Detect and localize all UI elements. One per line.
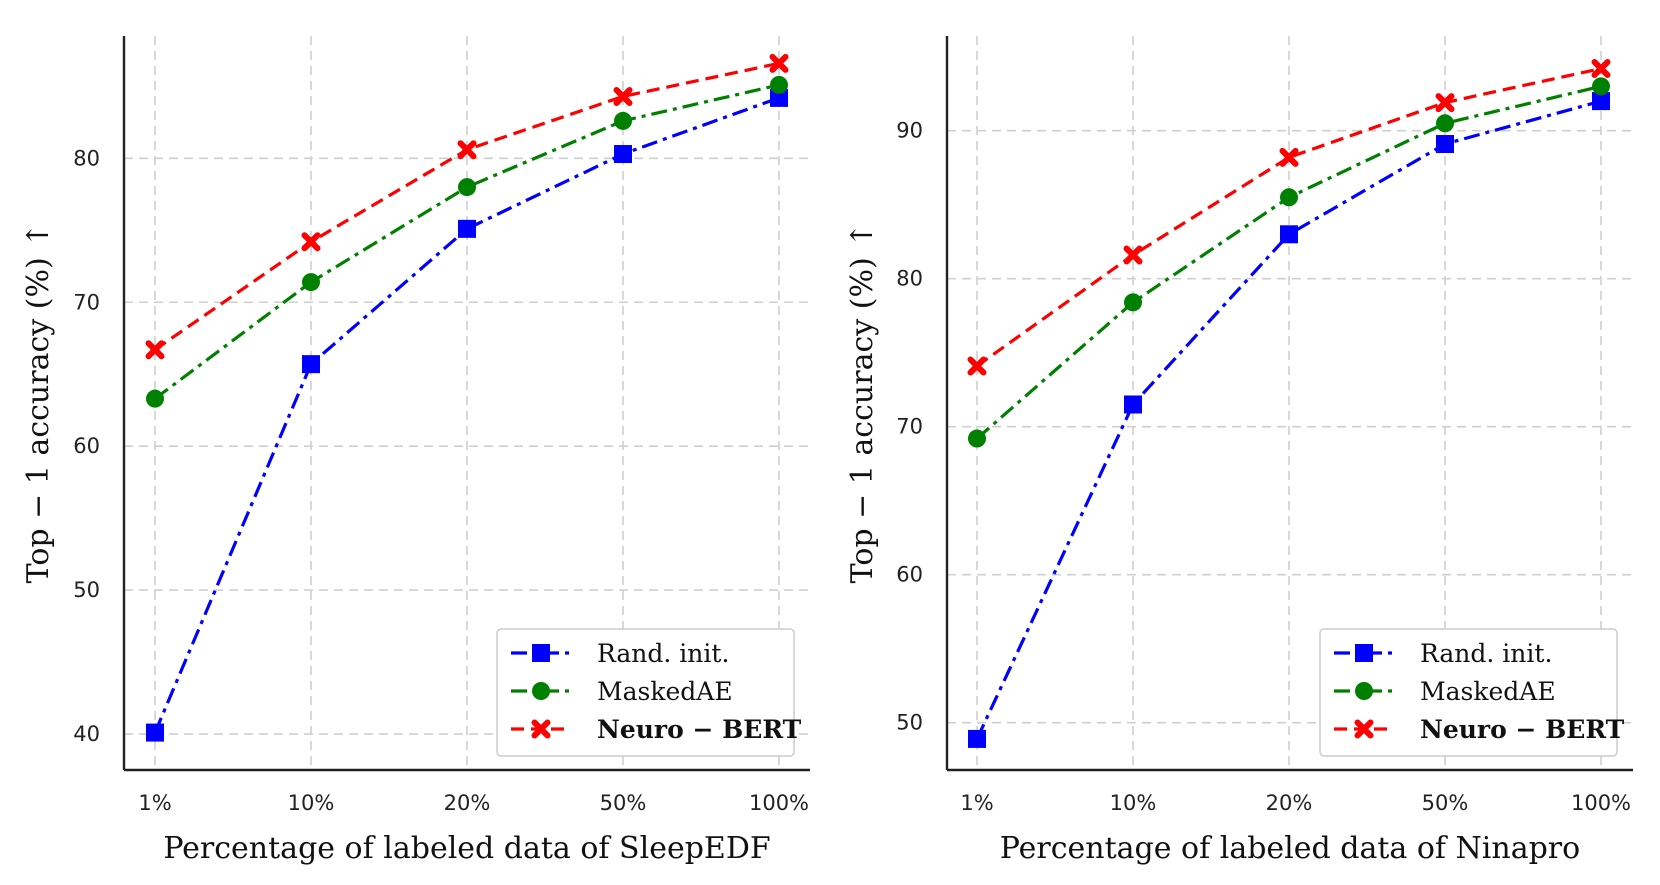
legend-box: [496, 628, 795, 757]
x-tick-label: 100%: [749, 791, 809, 815]
data-point: [770, 88, 788, 107]
data-point: [613, 86, 633, 106]
y-tick-label: 70: [896, 415, 923, 439]
data-point: [967, 356, 987, 376]
data-point: [614, 111, 632, 130]
x-tick-label: 20%: [1266, 791, 1313, 815]
data-point: [1123, 245, 1143, 265]
data-point: [1435, 93, 1455, 113]
data-point: [301, 232, 321, 252]
y-tick-label: 60: [896, 563, 923, 587]
legend-entry-label: MaskedAE: [1420, 677, 1556, 706]
data-point: [1124, 293, 1142, 312]
data-point: [769, 53, 789, 73]
legend-marker: [531, 719, 551, 739]
legend-marker: [532, 644, 550, 662]
legend-entry-label: MaskedAE: [597, 677, 733, 706]
y-tick-label: 50: [73, 578, 100, 602]
y-tick-label: 60: [73, 434, 100, 458]
data-point: [458, 219, 476, 238]
x-tick-label: 50%: [600, 791, 647, 815]
data-point: [614, 145, 632, 164]
x-axis-label: Percentage of labeled data of SleepEDF: [163, 831, 770, 866]
x-tick-label: 1%: [960, 791, 993, 815]
legend-marker: [1354, 719, 1374, 739]
y-tick-label: 80: [73, 146, 100, 170]
legend: Rand. init. MaskedAE Neuro − BERT: [1319, 628, 1625, 757]
legend-entry-label: Neuro − BERT: [1420, 715, 1625, 744]
chart-panel-1: 40 50 60 70 80 1% 10% 20% 50% 100% Percentage of l…: [21, 36, 810, 866]
series-line-1: [153, 96, 780, 734]
data-point: [968, 429, 986, 448]
x-axis-label: Percentage of labeled data of Ninapro: [1000, 831, 1580, 866]
data-point: [458, 178, 476, 197]
data-point: [1436, 114, 1454, 133]
data-point: [302, 355, 320, 374]
data-point: [968, 729, 986, 748]
y-tick-label: 90: [896, 119, 923, 143]
legend-entry-label: Rand. init.: [1420, 639, 1552, 668]
series-line-3: [976, 66, 1602, 368]
x-tick-label: 10%: [288, 791, 335, 815]
y-tick-label: 40: [73, 722, 100, 746]
y-tick-label: 50: [896, 711, 923, 735]
legend-entry-label: Neuro − BERT: [597, 715, 802, 744]
data-point: [1436, 135, 1454, 154]
legend-marker: [1355, 682, 1373, 700]
data-point: [1592, 92, 1610, 111]
data-point: [145, 340, 165, 360]
x-tick-label: 10%: [1110, 791, 1157, 815]
y-axis-label: Top − 1 accuracy (%) ↑: [21, 223, 56, 584]
x-tick-label: 50%: [1422, 791, 1469, 815]
x-tick-label: 20%: [444, 791, 491, 815]
data-point: [302, 273, 320, 292]
y-axis-label: Top − 1 accuracy (%) ↑: [845, 223, 880, 584]
data-point: [1124, 395, 1142, 414]
y-tick-label: 80: [896, 267, 923, 291]
legend: Rand. init. MaskedAE Neuro − BERT: [496, 628, 802, 757]
data-point: [770, 75, 788, 94]
legend-marker: [532, 682, 550, 700]
legend-marker: [1355, 644, 1373, 662]
data-point: [457, 140, 477, 160]
y-tick-label: 70: [73, 290, 100, 314]
data-point: [1279, 147, 1299, 167]
x-tick-label: 100%: [1571, 791, 1631, 815]
legend-entry-label: Rand. init.: [597, 639, 729, 668]
data-point: [1592, 77, 1610, 96]
data-point: [1591, 59, 1611, 79]
data-point: [1280, 188, 1298, 207]
data-point: [1280, 225, 1298, 244]
chart-panel-2: 50 60 70 80 90 1% 10% 20% 50% 100% Percentage of l…: [845, 36, 1633, 866]
data-point: [146, 389, 164, 408]
legend-box: [1319, 628, 1618, 757]
x-tick-label: 1%: [138, 791, 171, 815]
data-point: [146, 723, 164, 742]
